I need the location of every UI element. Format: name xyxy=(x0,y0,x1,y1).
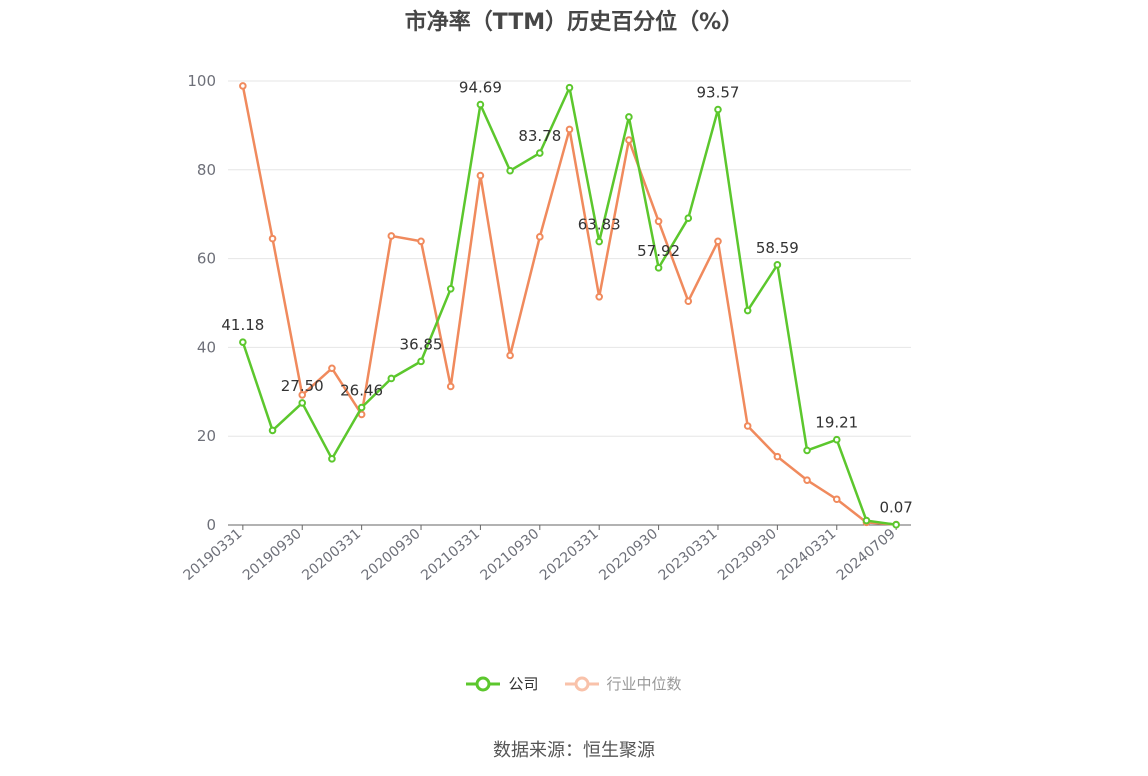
data-point-company xyxy=(595,237,603,246)
chart-title: 市净率（TTM）历史百分位（%） xyxy=(404,10,744,35)
data-point-company xyxy=(387,374,396,383)
legend-label-company: 公司 xyxy=(508,675,539,693)
data-point-industry xyxy=(328,364,336,373)
data-point-company xyxy=(298,399,307,407)
data-label: 63.83 xyxy=(578,216,621,234)
data-point-company xyxy=(832,435,841,444)
x-tick-label: 20230930 xyxy=(715,526,780,584)
line-chart: 0 20 40 60 80 100 2019033120190930202003312020… xyxy=(181,72,913,584)
data-point-company xyxy=(357,403,366,412)
data-label: 36.85 xyxy=(400,335,443,353)
series-line-industry xyxy=(241,85,897,526)
data-point-company xyxy=(506,166,514,175)
x-tick-label: 20210331 xyxy=(418,526,483,584)
data-point-company xyxy=(476,100,485,109)
data-point-industry xyxy=(684,297,693,306)
y-tick-label: 40 xyxy=(197,338,216,356)
data-point-industry xyxy=(743,422,752,430)
data-point-company xyxy=(239,338,247,346)
y-tick-label: 100 xyxy=(187,72,216,90)
data-label: 94.69 xyxy=(459,79,502,97)
data-point-industry xyxy=(803,476,811,484)
data-point-industry xyxy=(446,382,455,391)
data-point-industry xyxy=(832,495,841,504)
data-point-industry xyxy=(506,351,514,360)
data-point-industry xyxy=(536,233,544,241)
data-point-company xyxy=(625,113,633,121)
data-point-company xyxy=(803,446,811,455)
data-point-company xyxy=(446,284,455,293)
data-point-industry xyxy=(595,292,603,301)
legend-line-company-icon xyxy=(466,676,501,691)
data-label: 58.59 xyxy=(756,239,799,257)
data-point-industry xyxy=(773,452,782,461)
data-point-company xyxy=(328,455,336,463)
x-tick-label: 20210930 xyxy=(477,526,542,584)
data-point-company xyxy=(654,264,663,272)
data-point-industry xyxy=(298,391,307,399)
data-point-industry xyxy=(714,237,722,246)
data-point-company xyxy=(862,516,871,525)
data-point-company xyxy=(892,520,900,529)
data-label: 57.92 xyxy=(637,242,680,260)
x-tick-label: 20240331 xyxy=(774,526,839,584)
data-labels: 41.18 27.50 26.46 36.85 94.69 83.78 63.83 57.92… xyxy=(221,79,912,517)
data-label: 27.50 xyxy=(281,377,324,395)
x-tick-label: 20240709 xyxy=(834,526,899,584)
data-point-company xyxy=(268,426,277,435)
data-label: 26.46 xyxy=(340,382,383,400)
data-point-company xyxy=(417,357,425,366)
data-point-company xyxy=(714,105,722,114)
y-tick-label: 20 xyxy=(197,427,216,445)
x-tick-label: 20200331 xyxy=(299,526,364,584)
x-tick-label: 20230331 xyxy=(656,526,721,584)
data-point-industry xyxy=(387,232,396,240)
data-point-industry xyxy=(239,82,247,90)
y-tick-label: 0 xyxy=(206,516,216,534)
legend-item-industry[interactable]: 行业中位数 xyxy=(564,673,682,694)
data-point-company xyxy=(565,83,574,92)
legend-item-company[interactable]: 公司 xyxy=(466,673,539,694)
data-point-industry xyxy=(268,234,277,243)
data-point-company xyxy=(773,261,782,269)
series-lines xyxy=(239,82,900,529)
data-point-company xyxy=(743,306,752,315)
data-label: 93.57 xyxy=(697,84,740,102)
legend-label-industry: 行业中位数 xyxy=(606,675,682,693)
grid-lines xyxy=(228,80,911,437)
data-point-industry xyxy=(565,125,574,134)
data-point-company xyxy=(684,214,693,222)
x-tick-label: 20220331 xyxy=(537,526,602,584)
data-source: 数据来源：恒生聚源 xyxy=(493,740,655,761)
x-tick-label: 20220930 xyxy=(596,526,661,584)
data-point-industry xyxy=(625,136,633,144)
x-tick-label: 20190930 xyxy=(240,526,305,584)
x-tick-label: 20200930 xyxy=(359,526,424,584)
data-point-company xyxy=(536,149,544,157)
data-point-industry xyxy=(654,217,663,226)
data-label: 19.21 xyxy=(815,414,858,432)
data-label: 83.78 xyxy=(518,127,561,145)
series-line-company xyxy=(241,86,897,526)
data-label: 41.18 xyxy=(221,316,264,334)
data-label: 0.07 xyxy=(879,499,912,517)
data-point-industry xyxy=(417,237,425,246)
x-tick-label: 20190331 xyxy=(181,526,246,584)
y-tick-label: 60 xyxy=(197,250,216,268)
data-point-industry xyxy=(476,171,485,180)
legend: 公司 行业中位数 xyxy=(0,673,1148,694)
y-tick-label: 80 xyxy=(197,161,216,179)
legend-line-industry-icon xyxy=(564,676,599,691)
